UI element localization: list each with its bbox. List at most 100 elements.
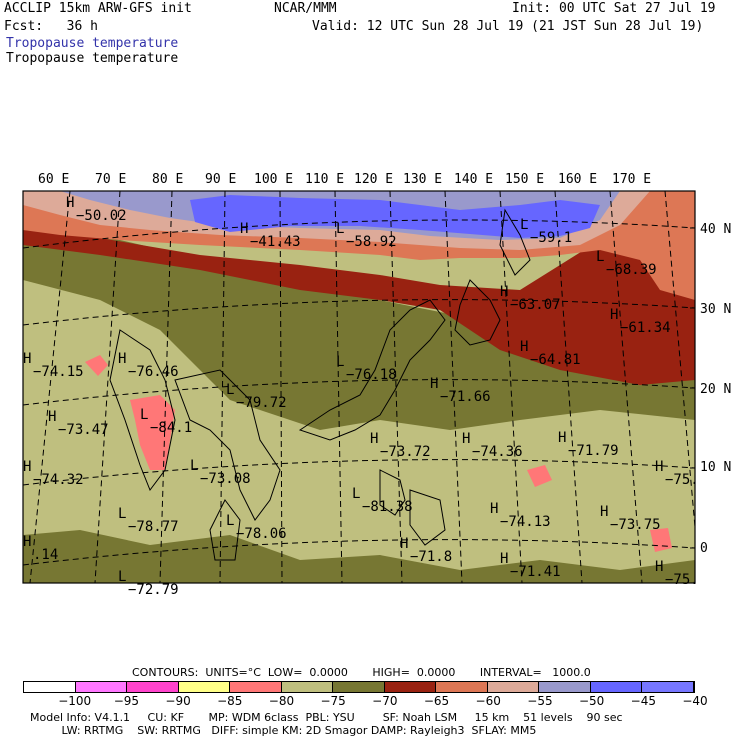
extremum-mark: H (655, 559, 664, 575)
longitude-lines (29, 191, 695, 583)
colorbar-label: −100 (58, 694, 92, 708)
extremum-mark: L (226, 513, 235, 529)
colorbar-label: −80 (268, 694, 295, 708)
extremum-value: −78.06 (236, 526, 287, 542)
colorbar-label: −85 (217, 694, 243, 708)
colorbar-swatch (590, 682, 643, 692)
lon-label: 150 E (505, 172, 545, 187)
colorbar-swatch (642, 682, 694, 692)
extremum-value: −74.36 (472, 444, 523, 460)
colorbar-label: −65 (423, 694, 450, 708)
extremum-value: −61.34 (620, 320, 671, 336)
extremum-mark: L (596, 249, 605, 265)
extremum-mark: H (66, 195, 75, 211)
extremum-value: −73.75 (610, 517, 661, 533)
extremum-mark: L (520, 217, 529, 233)
extremum-mark: H (48, 409, 57, 425)
lat-label: 40 N (700, 222, 732, 237)
lat-label: 10 N (700, 460, 732, 475)
forecast-hour: Fcst: 36 h (4, 19, 98, 34)
lon-label: 140 E (454, 172, 494, 187)
extremum-value: −79.72 (236, 395, 287, 411)
extremum-value: −71.41 (510, 564, 561, 580)
extremum-mark: L (226, 382, 235, 398)
extremum-mark: H (23, 351, 32, 367)
lon-label: 80 E (152, 172, 184, 187)
model-info-line2: LW: RRTMG SW: RRTMG DIFF: simple KM: 2D … (30, 724, 537, 737)
colorbar-label: −75 (320, 694, 346, 708)
cold-spot-west (85, 355, 108, 376)
extremum-mark: H (520, 339, 529, 355)
extremum-value: −81.38 (362, 499, 413, 515)
extremum-mark: L (118, 569, 127, 585)
extremum-mark: H (462, 431, 471, 447)
extremum-value: −73.08 (200, 471, 251, 487)
org-label: NCAR/MMM (274, 1, 337, 16)
extremum-mark: L (352, 486, 361, 502)
lat-label: 20 N (700, 382, 732, 397)
colorbar-swatch (24, 682, 76, 692)
lat-label: 0 (700, 541, 708, 556)
colorbar-label: −70 (372, 694, 398, 708)
extremum-mark: H (400, 536, 409, 552)
colorbar-swatch (127, 682, 179, 692)
extremum-mark: H (600, 504, 609, 520)
colorbar (23, 681, 695, 693)
extremum-mark: L (140, 407, 149, 423)
colorbar-swatch (384, 682, 437, 692)
lat-label: 30 N (700, 302, 732, 317)
extremum-value: −75. (665, 472, 699, 488)
extremum-value: −76.46 (128, 364, 179, 380)
extremum-value: −71.8 (410, 549, 453, 565)
extremum-mark: H (655, 459, 664, 475)
extremum-value: −73.72 (380, 444, 431, 460)
extremum-mark: L (190, 458, 199, 474)
colorbar-swatch (333, 682, 385, 692)
colorbar-label: −40 (682, 694, 708, 708)
extremum-value: −74.15 (33, 364, 84, 380)
colorbar-swatch (75, 682, 128, 692)
extremum-value: −58.92 (346, 234, 397, 250)
colorbar-swatch (281, 682, 334, 692)
extremum-mark: H (490, 501, 499, 517)
lat-ticks (690, 227, 695, 549)
cold-spot-pacific (527, 465, 552, 487)
colorbar-swatch (539, 682, 591, 692)
extremum-value: −74.13 (500, 514, 551, 530)
extremum-value: −84.1 (150, 420, 193, 436)
extremum-value: −68.39 (606, 262, 657, 278)
extremum-value: −78.77 (128, 519, 179, 535)
extremum-value: −50.02 (76, 208, 127, 224)
extremum-value: −64.81 (530, 352, 581, 368)
jet-region-red (23, 205, 695, 385)
colorbar-swatch (487, 682, 540, 692)
colorbar-label: −55 (527, 694, 553, 708)
extremum-value: −73.47 (58, 422, 109, 438)
model-info-line1: Model Info: V4.1.1 CU: KF MP: WDM 6class… (30, 711, 623, 724)
extremum-value: −76.18 (346, 367, 397, 383)
extremum-mark: H (240, 221, 249, 237)
valid-time: Valid: 12 UTC Sun 28 Jul 19 (21 JST Sun … (312, 19, 704, 34)
lon-label: 170 E (612, 172, 652, 187)
extremum-mark: H (500, 284, 509, 300)
extremum-mark: H (558, 430, 567, 446)
extremum-value: −75. (665, 572, 699, 588)
extremum-mark: H (500, 551, 509, 567)
colorbar-swatch (230, 682, 282, 692)
lon-label: 160 E (558, 172, 598, 187)
extremum-mark: H (23, 459, 32, 475)
blue-warm-region (190, 195, 600, 238)
colorbar-label: −95 (113, 694, 140, 708)
subtropical-band (23, 220, 695, 430)
extremum-mark: L (118, 506, 127, 522)
colorbar-swatch (436, 682, 488, 692)
colorbar-label: −50 (578, 694, 605, 708)
lon-label: 100 E (254, 172, 294, 187)
field-title: Tropopause temperature (6, 51, 179, 66)
extremum-value: −74.32 (33, 472, 84, 488)
colorbar-label: −45 (630, 694, 656, 708)
coastlines (109, 208, 531, 561)
extremum-mark: L (336, 354, 345, 370)
extremum-mark: H (430, 376, 439, 392)
